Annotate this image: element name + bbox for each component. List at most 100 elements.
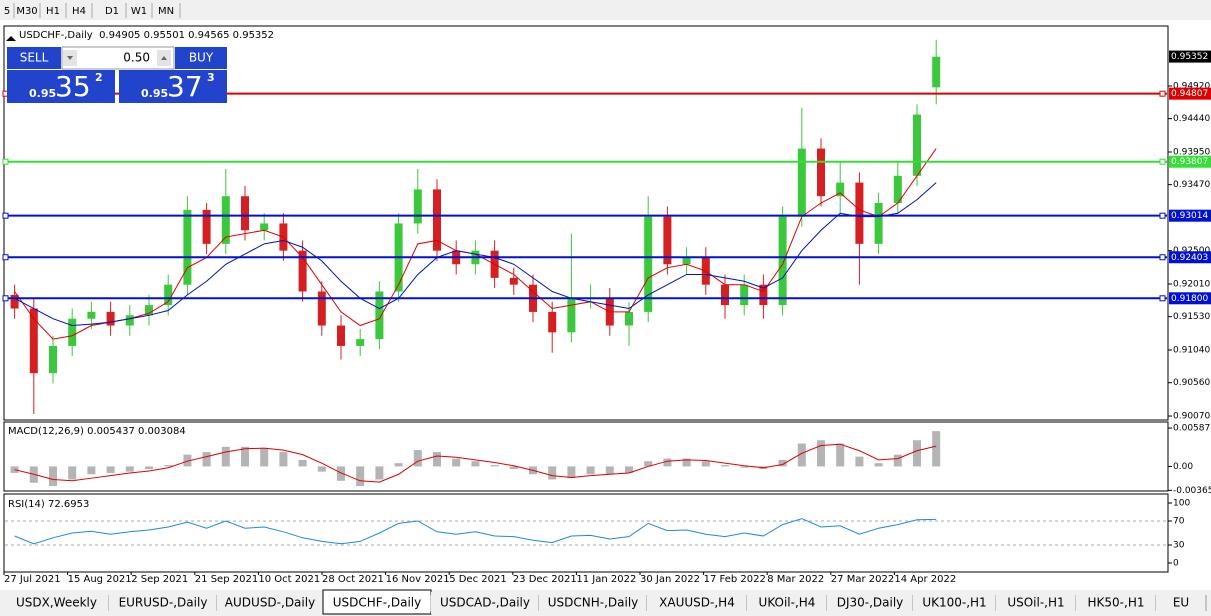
level-handle[interactable] bbox=[2, 212, 9, 219]
tab-label[interactable]: USDCAD-,Daily bbox=[440, 596, 530, 610]
macd-bar bbox=[471, 461, 480, 467]
tab[interactable] bbox=[996, 592, 1076, 614]
candle-body bbox=[625, 311, 633, 326]
timeframe-button[interactable]: MN bbox=[158, 6, 174, 17]
y-tick-label: 0.92500 bbox=[1173, 246, 1210, 256]
tab-label[interactable]: HK50-,H1 bbox=[1088, 596, 1145, 610]
level-handle[interactable] bbox=[1159, 90, 1166, 97]
timeframe-button[interactable]: W1 bbox=[131, 6, 147, 17]
y-tick-label: 100 bbox=[1173, 499, 1190, 509]
buy-label[interactable]: BUY bbox=[189, 51, 214, 65]
tab[interactable] bbox=[647, 592, 747, 614]
candle-body bbox=[913, 114, 921, 176]
candle-body bbox=[87, 311, 96, 319]
tab-label[interactable]: EURUSD-,Daily bbox=[119, 596, 208, 610]
quote-pips: 37 bbox=[167, 70, 203, 103]
current-price-label: 0.95352 bbox=[1171, 52, 1208, 62]
timeframe-button[interactable]: H4 bbox=[72, 6, 86, 17]
tab[interactable] bbox=[4, 592, 109, 614]
macd-bar bbox=[855, 456, 864, 467]
active-tab[interactable] bbox=[322, 589, 432, 615]
level-handle[interactable] bbox=[1159, 212, 1166, 219]
tab[interactable] bbox=[747, 592, 827, 614]
x-tick-label: 27 Mar 2022 bbox=[831, 574, 894, 585]
sell-label[interactable]: SELL bbox=[20, 51, 49, 65]
lot-input[interactable] bbox=[61, 46, 175, 70]
tab-label[interactable]: XAUUSD-,H4 bbox=[659, 596, 735, 610]
tab-label[interactable]: USOil-,H1 bbox=[1007, 596, 1064, 610]
y-tick-label: 0.93950 bbox=[1173, 147, 1210, 157]
tab-label[interactable]: UK100-,H1 bbox=[922, 596, 986, 610]
candle-body bbox=[759, 284, 768, 306]
x-tick-label: 2 Sep 2021 bbox=[131, 574, 188, 585]
level-handle[interactable] bbox=[2, 254, 9, 261]
y-tick-label: 30 bbox=[1173, 541, 1185, 551]
candle-body bbox=[509, 277, 518, 285]
timeframe-button[interactable]: 5 bbox=[4, 6, 10, 17]
candle-body bbox=[241, 196, 249, 231]
timeframe-button[interactable]: M30 bbox=[16, 6, 37, 17]
timeframe-button[interactable]: D1 bbox=[105, 6, 119, 17]
candle-body bbox=[106, 311, 115, 326]
macd-bar bbox=[298, 459, 307, 467]
candle-body bbox=[932, 56, 941, 88]
tab[interactable] bbox=[431, 592, 539, 614]
x-tick-label: 30 Jan 2022 bbox=[640, 574, 700, 585]
candle-body bbox=[356, 339, 365, 346]
candle-body bbox=[548, 311, 557, 333]
y-tick-label: 0.90560 bbox=[1173, 378, 1210, 388]
level-handle[interactable] bbox=[2, 158, 9, 165]
quote-box[interactable] bbox=[119, 70, 227, 103]
y-tick-label: 0.94920 bbox=[1173, 81, 1210, 91]
collapse-icon bbox=[6, 36, 16, 41]
tab[interactable] bbox=[109, 592, 217, 614]
level-handle[interactable] bbox=[1159, 158, 1166, 165]
candle-body bbox=[29, 308, 38, 374]
arrow bbox=[161, 56, 167, 60]
quote-box[interactable] bbox=[7, 70, 115, 103]
macd-bar bbox=[49, 466, 57, 487]
macd-bar bbox=[509, 466, 518, 470]
level-label-bg bbox=[1169, 155, 1211, 168]
timeframe-button[interactable]: H1 bbox=[46, 6, 60, 17]
x-tick-label: 27 Jul 2021 bbox=[4, 574, 61, 585]
tab[interactable] bbox=[827, 592, 913, 614]
tab[interactable] bbox=[217, 592, 323, 614]
tab-label[interactable]: USDCNH-,Daily bbox=[548, 596, 639, 610]
tab[interactable] bbox=[1156, 592, 1206, 614]
macd-bar bbox=[106, 466, 115, 473]
level-handle[interactable] bbox=[2, 295, 9, 302]
x-tick-label: 23 Dec 2021 bbox=[513, 574, 577, 585]
candle-body bbox=[663, 216, 672, 265]
candle-body bbox=[10, 294, 19, 309]
y-tick-label: 0.94440 bbox=[1173, 114, 1210, 124]
macd-bar bbox=[202, 452, 211, 467]
candle-body bbox=[164, 284, 173, 306]
candle-body bbox=[413, 189, 422, 224]
lot-value[interactable]: 0.50 bbox=[123, 51, 150, 65]
sell-button[interactable] bbox=[7, 47, 61, 69]
macd-bar bbox=[778, 459, 787, 467]
tab-label[interactable]: EU bbox=[1173, 596, 1189, 610]
tab[interactable] bbox=[539, 592, 647, 614]
tab-label[interactable]: AUDUSD-,Daily bbox=[225, 596, 315, 610]
tab-label[interactable]: DJ30-,Daily bbox=[837, 596, 904, 610]
tab-label[interactable]: USDCHF-,Daily bbox=[333, 596, 421, 610]
macd-bar bbox=[164, 465, 173, 467]
y-tick-label: 0.91530 bbox=[1173, 312, 1210, 322]
x-tick-label: 10 Oct 2021 bbox=[258, 574, 320, 585]
macd-bar bbox=[682, 458, 691, 467]
candle-body bbox=[644, 216, 653, 312]
level-handle[interactable] bbox=[1159, 254, 1166, 261]
y-tick-label: 70 bbox=[1173, 517, 1185, 527]
x-tick-label: 21 Sep 2021 bbox=[195, 574, 258, 585]
tab[interactable] bbox=[1076, 592, 1156, 614]
candle-body bbox=[68, 318, 77, 346]
level-handle[interactable] bbox=[1159, 295, 1166, 302]
macd-bar bbox=[490, 465, 499, 467]
tab[interactable] bbox=[913, 592, 996, 614]
buy-button[interactable] bbox=[175, 47, 227, 69]
tab-label[interactable]: USDX,Weekly bbox=[16, 596, 97, 610]
tab-label[interactable]: UKOil-,H4 bbox=[759, 596, 816, 610]
